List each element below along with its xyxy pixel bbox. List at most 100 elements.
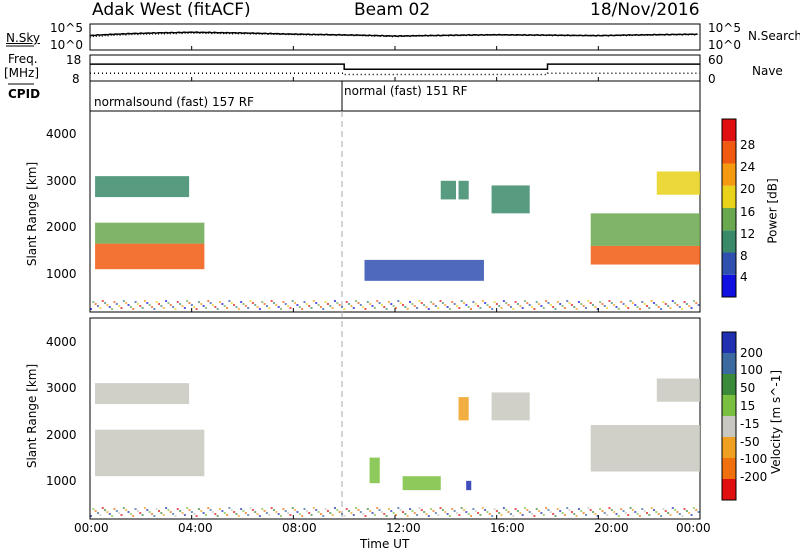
power-ground-scatter: [183, 307, 186, 309]
velocity-ground-scatter: [129, 513, 132, 515]
power-ground-scatter: [359, 304, 362, 306]
velocity-ground-scatter: [399, 509, 402, 511]
velocity-ground-scatter: [575, 515, 578, 517]
velocity-ground-scatter: [430, 508, 433, 510]
power-ground-scatter: [392, 305, 395, 307]
velocity-ytick-2000: 2000: [46, 428, 77, 442]
freq-label: Freq.: [8, 52, 38, 66]
velocity-colorbar-segment: [722, 374, 736, 395]
velocity-ground-scatter: [636, 513, 639, 515]
power-ground-scatter: [678, 306, 681, 308]
power-ground-scatter: [434, 305, 437, 307]
power-ground-scatter: [122, 300, 125, 302]
power-ground-scatter: [357, 302, 360, 304]
power-ground-scatter: [312, 300, 315, 302]
velocity-ground-scatter: [345, 508, 348, 510]
velocity-ground-scatter: [197, 508, 200, 510]
velocity-ground-scatter: [209, 509, 212, 511]
velocity-ground-scatter: [685, 510, 688, 512]
velocity-ground-scatter: [298, 513, 301, 515]
velocity-ground-scatter: [394, 514, 397, 516]
velocity-ground-scatter: [221, 510, 224, 512]
power-ground-scatter: [671, 300, 674, 302]
velocity-ground-scatter: [615, 513, 618, 515]
velocity-ground-scatter: [432, 510, 435, 512]
xtick-20: 20:00: [594, 521, 629, 535]
power-ground-scatter: [233, 304, 236, 306]
power-cb-tick-20: 20: [740, 182, 756, 196]
velocity-ground-scatter: [336, 509, 339, 511]
power-ground-scatter: [505, 302, 508, 304]
nave-tick-bottom: 0: [708, 72, 716, 86]
power-ground-scatter: [554, 308, 557, 310]
velocity-ground-scatter: [390, 510, 393, 512]
velocity-ground-scatter: [439, 507, 442, 509]
power-ground-scatter: [662, 301, 665, 303]
power-ground-scatter: [376, 300, 379, 302]
power-ground-scatter: [326, 303, 329, 305]
velocity-ground-scatter: [289, 514, 292, 516]
velocity-ytick-1000: 1000: [46, 474, 77, 488]
velocity-ground-scatter: [418, 507, 421, 509]
velocity-ground-scatter: [216, 515, 219, 517]
power-ground-scatter: [416, 307, 419, 309]
power-cb-tick-16: 16: [740, 205, 756, 219]
velocity-ground-scatter: [697, 511, 700, 513]
velocity-ground-scatter: [296, 511, 299, 513]
velocity-ground-scatter: [500, 514, 503, 516]
power-ground-scatter: [97, 305, 100, 307]
velocity-ground-scatter: [603, 512, 606, 514]
velocity-ground-scatter: [387, 508, 390, 510]
power-ground-scatter: [240, 301, 243, 303]
power-ground-scatter: [631, 302, 634, 304]
power-ground-scatter: [610, 302, 613, 304]
nsky-label: N.Sky: [6, 31, 41, 45]
power-ground-scatter: [521, 307, 524, 309]
power-ground-scatter: [474, 303, 477, 305]
power-cb-tick-24: 24: [740, 160, 756, 174]
velocity-ground-scatter: [552, 513, 555, 515]
velocity-ground-scatter: [322, 515, 325, 517]
power-ground-scatter: [272, 302, 275, 304]
velocity-ground-scatter: [195, 515, 198, 517]
power-ground-scatter: [158, 303, 161, 305]
power-ground-scatter: [467, 306, 470, 308]
power-ground-scatter: [282, 301, 285, 303]
velocity-ground-scatter: [150, 513, 153, 515]
power-ground-scatter: [322, 308, 325, 310]
power-ground-scatter: [500, 307, 503, 309]
power-ground-scatter: [495, 303, 498, 305]
power-ground-scatter: [378, 302, 381, 304]
velocity-ground-scatter: [472, 508, 475, 510]
velocity-ground-scatter: [688, 512, 691, 514]
power-ground-scatter: [667, 305, 670, 307]
power-ground-scatter: [676, 304, 679, 306]
power-ground-scatter: [463, 302, 466, 304]
velocity-ground-scatter: [357, 509, 360, 511]
velocity-ground-scatter: [573, 513, 576, 515]
power-ground-scatter: [524, 300, 527, 302]
power-ground-scatter: [634, 304, 637, 306]
power-ground-scatter: [94, 303, 97, 305]
power-ground-scatter: [113, 301, 116, 303]
velocity-ground-scatter: [580, 510, 583, 512]
power-ground-scatter: [256, 306, 259, 308]
velocity-ground-scatter: [237, 515, 240, 517]
power-ground-scatter: [685, 303, 688, 305]
velocity-ground-scatter: [319, 513, 322, 515]
power-ground-scatter: [373, 307, 376, 309]
power-ground-scatter: [226, 307, 229, 309]
power-colorbar-segment: [722, 252, 736, 275]
power-ground-scatter: [561, 305, 564, 307]
power-ground-scatter: [620, 301, 623, 303]
power-ground-scatter: [380, 304, 383, 306]
power-ground-scatter: [627, 307, 630, 309]
power-ground-scatter: [258, 308, 261, 310]
power-ground-scatter: [451, 301, 454, 303]
power-ground-scatter: [641, 301, 644, 303]
power-ground-scatter: [624, 305, 627, 307]
power-ground-scatter: [268, 307, 271, 309]
velocity-ground-scatter: [169, 511, 172, 513]
power-ground-scatter: [228, 300, 231, 302]
velocity-ground-scatter: [681, 515, 684, 517]
